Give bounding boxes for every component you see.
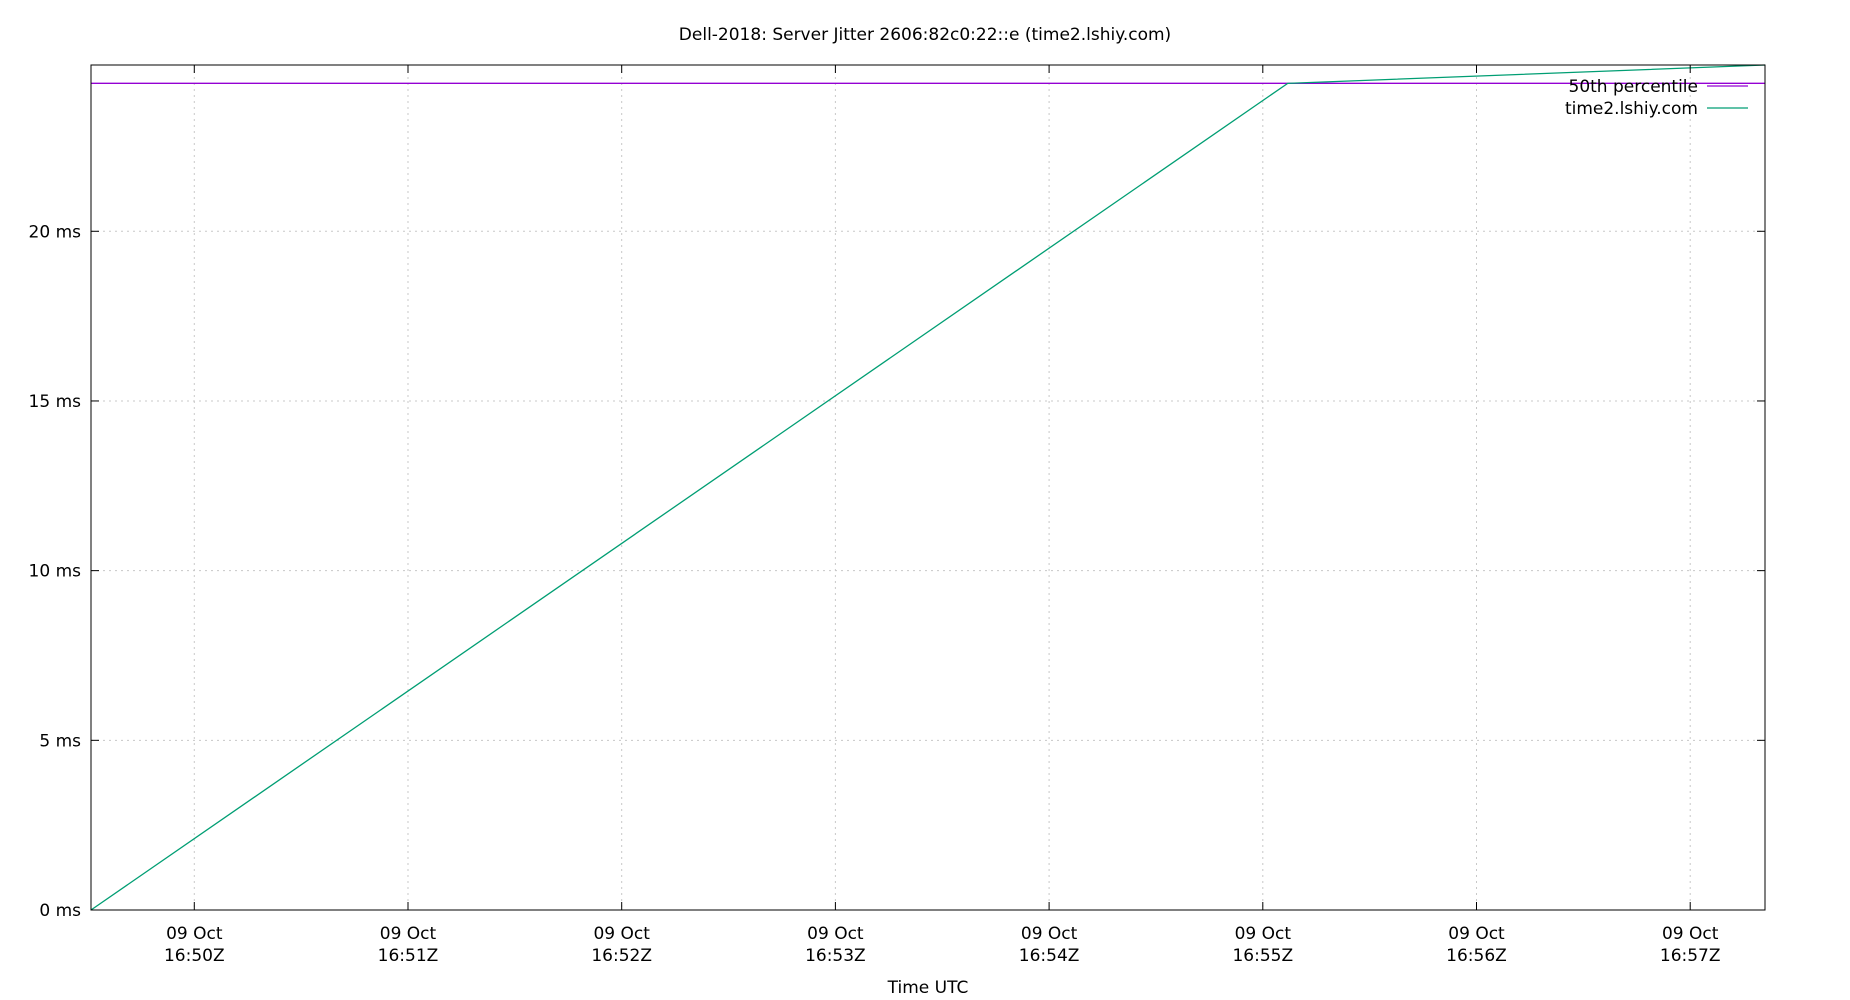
x-tick-label-time: 16:52Z [591, 946, 652, 966]
x-tick-label-time: 16:56Z [1446, 946, 1507, 966]
legend-label: 50th percentile [1569, 77, 1699, 97]
x-tick-label-time: 16:53Z [805, 946, 866, 966]
x-axis-label: Time UTC [887, 978, 969, 998]
x-tick-label-date: 09 Oct [1448, 924, 1505, 944]
y-tick-label: 10 ms [29, 562, 82, 582]
x-tick-label-date: 09 Oct [380, 924, 437, 944]
x-tick-label-time: 16:54Z [1019, 946, 1080, 966]
chart-title: Dell-2018: Server Jitter 2606:82c0:22::e… [679, 25, 1171, 45]
y-tick-label: 0 ms [39, 901, 81, 921]
legend-label: time2.lshiy.com [1565, 99, 1698, 119]
grid-lines [91, 65, 1765, 910]
x-tick-label-time: 16:55Z [1232, 946, 1293, 966]
y-tick-label: 15 ms [29, 392, 82, 412]
plot-frame [90, 64, 1766, 911]
y-axis: 0 ms 5 ms 10 ms 15 ms 20 ms [29, 222, 1765, 921]
y-tick-label: 5 ms [39, 731, 81, 751]
y-tick-label: 20 ms [29, 222, 82, 242]
series-layer [90, 64, 1766, 911]
x-tick-label-date: 09 Oct [166, 924, 223, 944]
x-tick-label-time: 16:50Z [164, 946, 225, 966]
x-tick-label-date: 09 Oct [1235, 924, 1292, 944]
x-tick-label-date: 09 Oct [1662, 924, 1719, 944]
x-tick-label-date: 09 Oct [593, 924, 650, 944]
series-line-1 [90, 64, 1766, 911]
x-tick-label-time: 16:51Z [378, 946, 439, 966]
x-tick-label-date: 09 Oct [1021, 924, 1078, 944]
x-tick-label-date: 09 Oct [807, 924, 864, 944]
x-tick-label-time: 16:57Z [1660, 946, 1721, 966]
